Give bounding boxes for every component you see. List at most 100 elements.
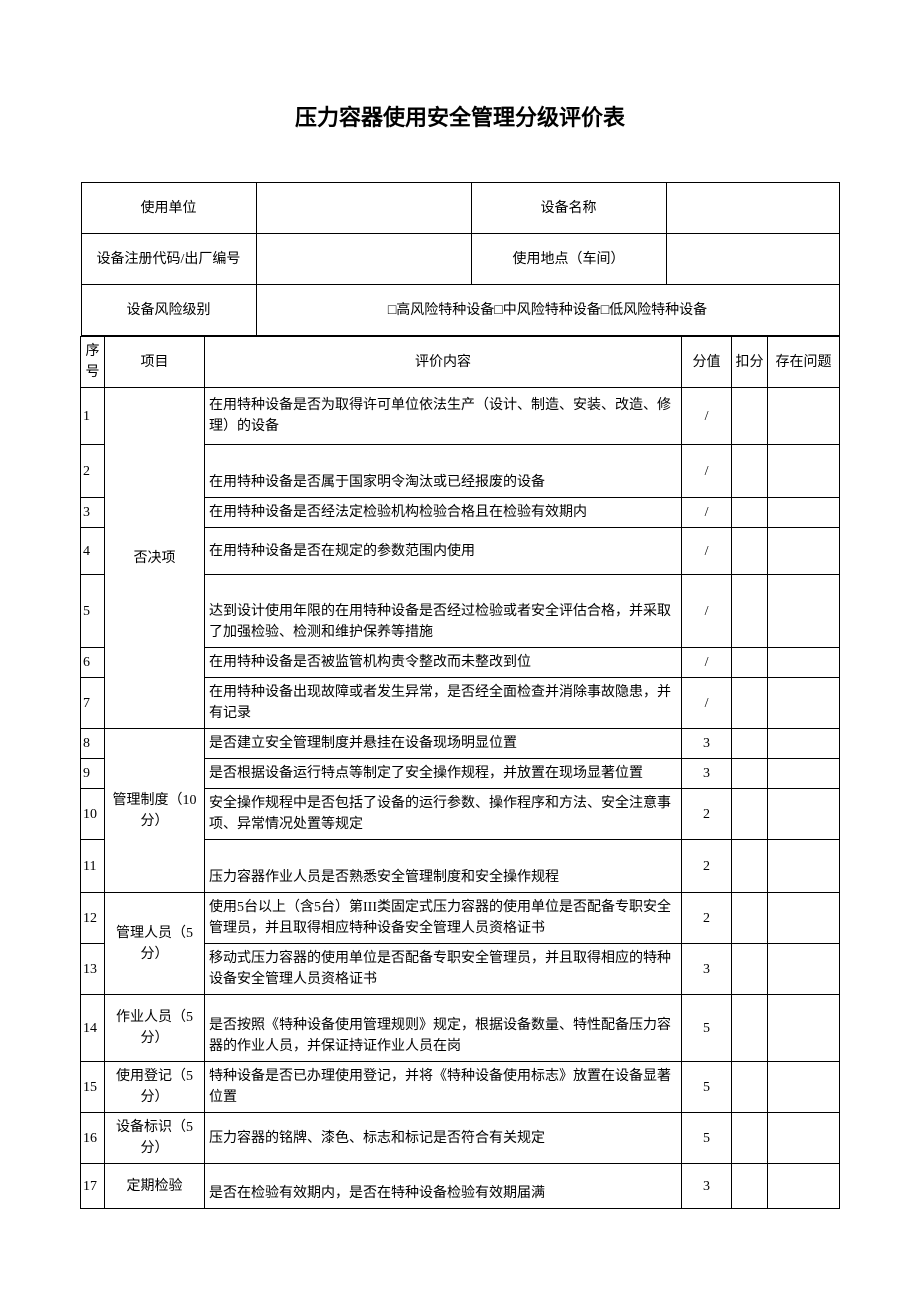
deduct-cell (732, 388, 768, 445)
score-cell: 2 (682, 893, 732, 944)
seq-cell: 14 (81, 995, 105, 1062)
col-seq: 序号 (81, 337, 105, 388)
seq-cell: 1 (81, 388, 105, 445)
deduct-cell (732, 678, 768, 729)
issue-cell (768, 1113, 840, 1164)
evaluation-table: 使用单位 设备名称 设备注册代码/出厂编号 使用地点（车间） 设备风险级别 □高… (80, 182, 840, 1209)
issue-cell (768, 388, 840, 445)
issue-cell (768, 893, 840, 944)
table-row: 8 管理制度（10分） 是否建立安全管理制度并悬挂在设备现场明显位置 3 (81, 729, 840, 759)
col-issue: 存在问题 (768, 337, 840, 388)
deduct-cell (732, 729, 768, 759)
group-mgmt-person: 管理人员（5分） (105, 893, 205, 995)
content-cell: 是否在检验有效期内，是否在特种设备检验有效期届满 (205, 1164, 682, 1209)
seq-cell: 2 (81, 445, 105, 498)
score-cell: / (682, 445, 732, 498)
content-cell: 在用特种设备是否在规定的参数范围内使用 (205, 528, 682, 575)
score-cell: 3 (682, 759, 732, 789)
content-cell: 在用特种设备出现故障或者发生异常，是否经全面检查并消除事故隐患，并有记录 (205, 678, 682, 729)
seq-cell: 5 (81, 575, 105, 648)
content-cell: 是否按照《特种设备使用管理规则》规定，根据设备数量、特性配备压力容器的作业人员，… (205, 995, 682, 1062)
issue-cell (768, 995, 840, 1062)
seq-cell: 9 (81, 759, 105, 789)
seq-cell: 8 (81, 729, 105, 759)
unit-label: 使用单位 (81, 183, 256, 234)
issue-cell (768, 678, 840, 729)
location-value (666, 234, 839, 285)
issue-cell (768, 528, 840, 575)
risk-level-options: □高风险特种设备□中风险特种设备□低风险特种设备 (256, 285, 839, 336)
group-device-mark: 设备标识（5分） (105, 1113, 205, 1164)
risk-level-label: 设备风险级别 (81, 285, 256, 336)
score-cell: 3 (682, 729, 732, 759)
deduct-cell (732, 445, 768, 498)
group-veto: 否决项 (105, 388, 205, 729)
issue-cell (768, 944, 840, 995)
content-cell: 压力容器的铭牌、漆色、标志和标记是否符合有关规定 (205, 1113, 682, 1164)
issue-cell (768, 840, 840, 893)
seq-cell: 3 (81, 498, 105, 528)
score-cell: 3 (682, 944, 732, 995)
reg-code-value (256, 234, 471, 285)
content-cell: 移动式压力容器的使用单位是否配备专职安全管理员，并且取得相应的特种设备安全管理人… (205, 944, 682, 995)
score-cell: 5 (682, 995, 732, 1062)
issue-cell (768, 789, 840, 840)
col-score: 分值 (682, 337, 732, 388)
seq-cell: 15 (81, 1062, 105, 1113)
deduct-cell (732, 498, 768, 528)
deduct-cell (732, 1062, 768, 1113)
content-cell: 特种设备是否已办理使用登记，并将《特种设备使用标志》放置在设备显著位置 (205, 1062, 682, 1113)
device-name-label: 设备名称 (471, 183, 666, 234)
content-cell: 压力容器作业人员是否熟悉安全管理制度和安全操作规程 (205, 840, 682, 893)
table-row: 15 使用登记（5分） 特种设备是否已办理使用登记，并将《特种设备使用标志》放置… (81, 1062, 840, 1113)
content-cell: 在用特种设备是否为取得许可单位依法生产（设计、制造、安装、改造、修理）的设备 (205, 388, 682, 445)
score-cell: 5 (682, 1062, 732, 1113)
deduct-cell (732, 759, 768, 789)
group-op-person: 作业人员（5分） (105, 995, 205, 1062)
score-cell: / (682, 498, 732, 528)
col-content: 评价内容 (205, 337, 682, 388)
seq-cell: 11 (81, 840, 105, 893)
content-cell: 是否建立安全管理制度并悬挂在设备现场明显位置 (205, 729, 682, 759)
seq-cell: 17 (81, 1164, 105, 1209)
seq-cell: 6 (81, 648, 105, 678)
seq-cell: 10 (81, 789, 105, 840)
unit-value (256, 183, 471, 234)
deduct-cell (732, 789, 768, 840)
seq-cell: 4 (81, 528, 105, 575)
deduct-cell (732, 1113, 768, 1164)
deduct-cell (732, 995, 768, 1062)
content-cell: 使用5台以上（含5台）第III类固定式压力容器的使用单位是否配备专职安全管理员，… (205, 893, 682, 944)
score-cell: / (682, 528, 732, 575)
score-cell: 3 (682, 1164, 732, 1209)
table-row: 1 否决项 在用特种设备是否为取得许可单位依法生产（设计、制造、安装、改造、修理… (81, 388, 840, 445)
device-name-value (666, 183, 839, 234)
table-row: 14 作业人员（5分） 是否按照《特种设备使用管理规则》规定，根据设备数量、特性… (81, 995, 840, 1062)
group-periodic: 定期检验 (105, 1164, 205, 1209)
reg-code-label: 设备注册代码/出厂编号 (81, 234, 256, 285)
deduct-cell (732, 575, 768, 648)
score-cell: / (682, 575, 732, 648)
issue-cell (768, 759, 840, 789)
table-row: 17 定期检验 是否在检验有效期内，是否在特种设备检验有效期届满 3 (81, 1164, 840, 1209)
content-cell: 在用特种设备是否被监管机构责令整改而未整改到位 (205, 648, 682, 678)
score-cell: 5 (682, 1113, 732, 1164)
seq-cell: 7 (81, 678, 105, 729)
group-use-reg: 使用登记（5分） (105, 1062, 205, 1113)
deduct-cell (732, 648, 768, 678)
col-project: 项目 (105, 337, 205, 388)
column-header-row: 序号 项目 评价内容 分值 扣分 存在问题 (81, 337, 840, 388)
issue-cell (768, 575, 840, 648)
issue-cell (768, 648, 840, 678)
score-cell: / (682, 388, 732, 445)
content-cell: 是否根据设备运行特点等制定了安全操作规程，并放置在现场显著位置 (205, 759, 682, 789)
location-label: 使用地点（车间） (471, 234, 666, 285)
content-cell: 在用特种设备是否经法定检验机构检验合格且在检验有效期内 (205, 498, 682, 528)
seq-cell: 13 (81, 944, 105, 995)
issue-cell (768, 1062, 840, 1113)
table-row: 12 管理人员（5分） 使用5台以上（含5台）第III类固定式压力容器的使用单位… (81, 893, 840, 944)
content-cell: 达到设计使用年限的在用特种设备是否经过检验或者安全评估合格，并采取了加强检验、检… (205, 575, 682, 648)
score-cell: 2 (682, 789, 732, 840)
seq-cell: 16 (81, 1113, 105, 1164)
score-cell: / (682, 648, 732, 678)
